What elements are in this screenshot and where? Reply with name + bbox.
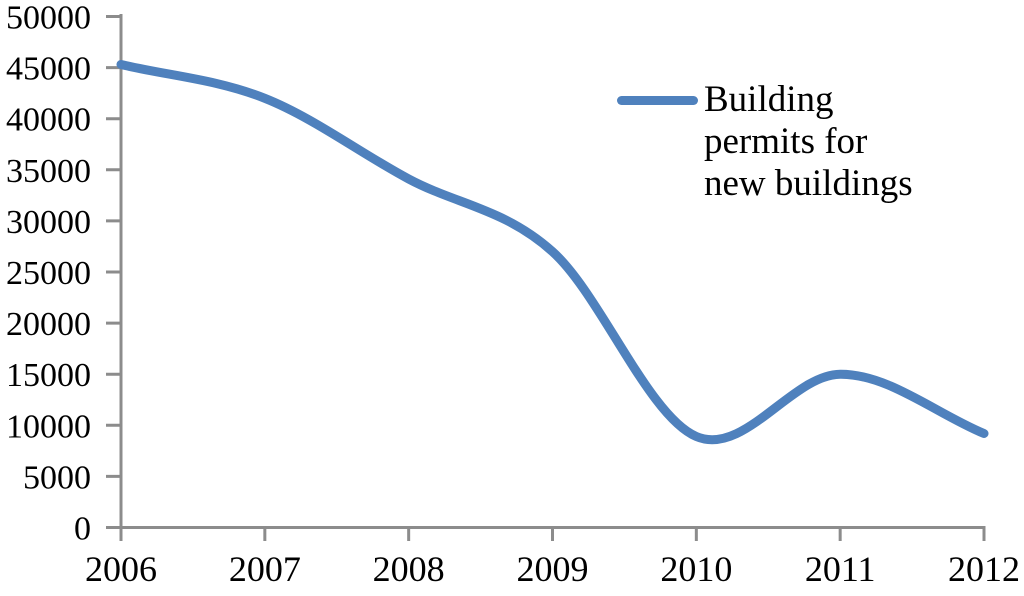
x-axis-tick-label: 2011 [805,549,876,589]
x-axis-tick-label: 2010 [660,549,732,589]
series-line-building-permits [116,60,989,445]
x-axis-tick-label: 2008 [373,549,445,589]
legend-swatch-line [617,96,698,105]
legend-label-line1: Building [704,79,834,120]
legend-label-line3: new buildings [704,163,913,204]
y-axis-tick-label: 45000 [6,51,91,88]
y-axis-tick-label: 50000 [6,0,91,37]
y-axis-tick-label: 25000 [6,255,91,292]
y-axis-tick-label: 15000 [6,357,91,394]
legend: Building permits for new buildings [704,79,913,205]
x-axis-tick-label: 2007 [229,549,301,589]
y-axis-tick-label: 30000 [6,204,91,241]
y-axis-tick-label: 0 [74,511,91,548]
y-axis-tick-label: 10000 [6,408,91,445]
y-axis-tick-label: 35000 [6,153,91,190]
x-axis-tick-label: 2009 [517,549,589,589]
y-axis-tick-label: 20000 [6,306,91,343]
y-axis-tick-label: 5000 [23,459,91,496]
y-axis-tick-label: 40000 [6,102,91,139]
x-axis-tick-label: 2012 [948,549,1020,589]
legend-label-line2: permits for [704,121,868,162]
x-axis-tick-label: 2006 [85,549,157,589]
